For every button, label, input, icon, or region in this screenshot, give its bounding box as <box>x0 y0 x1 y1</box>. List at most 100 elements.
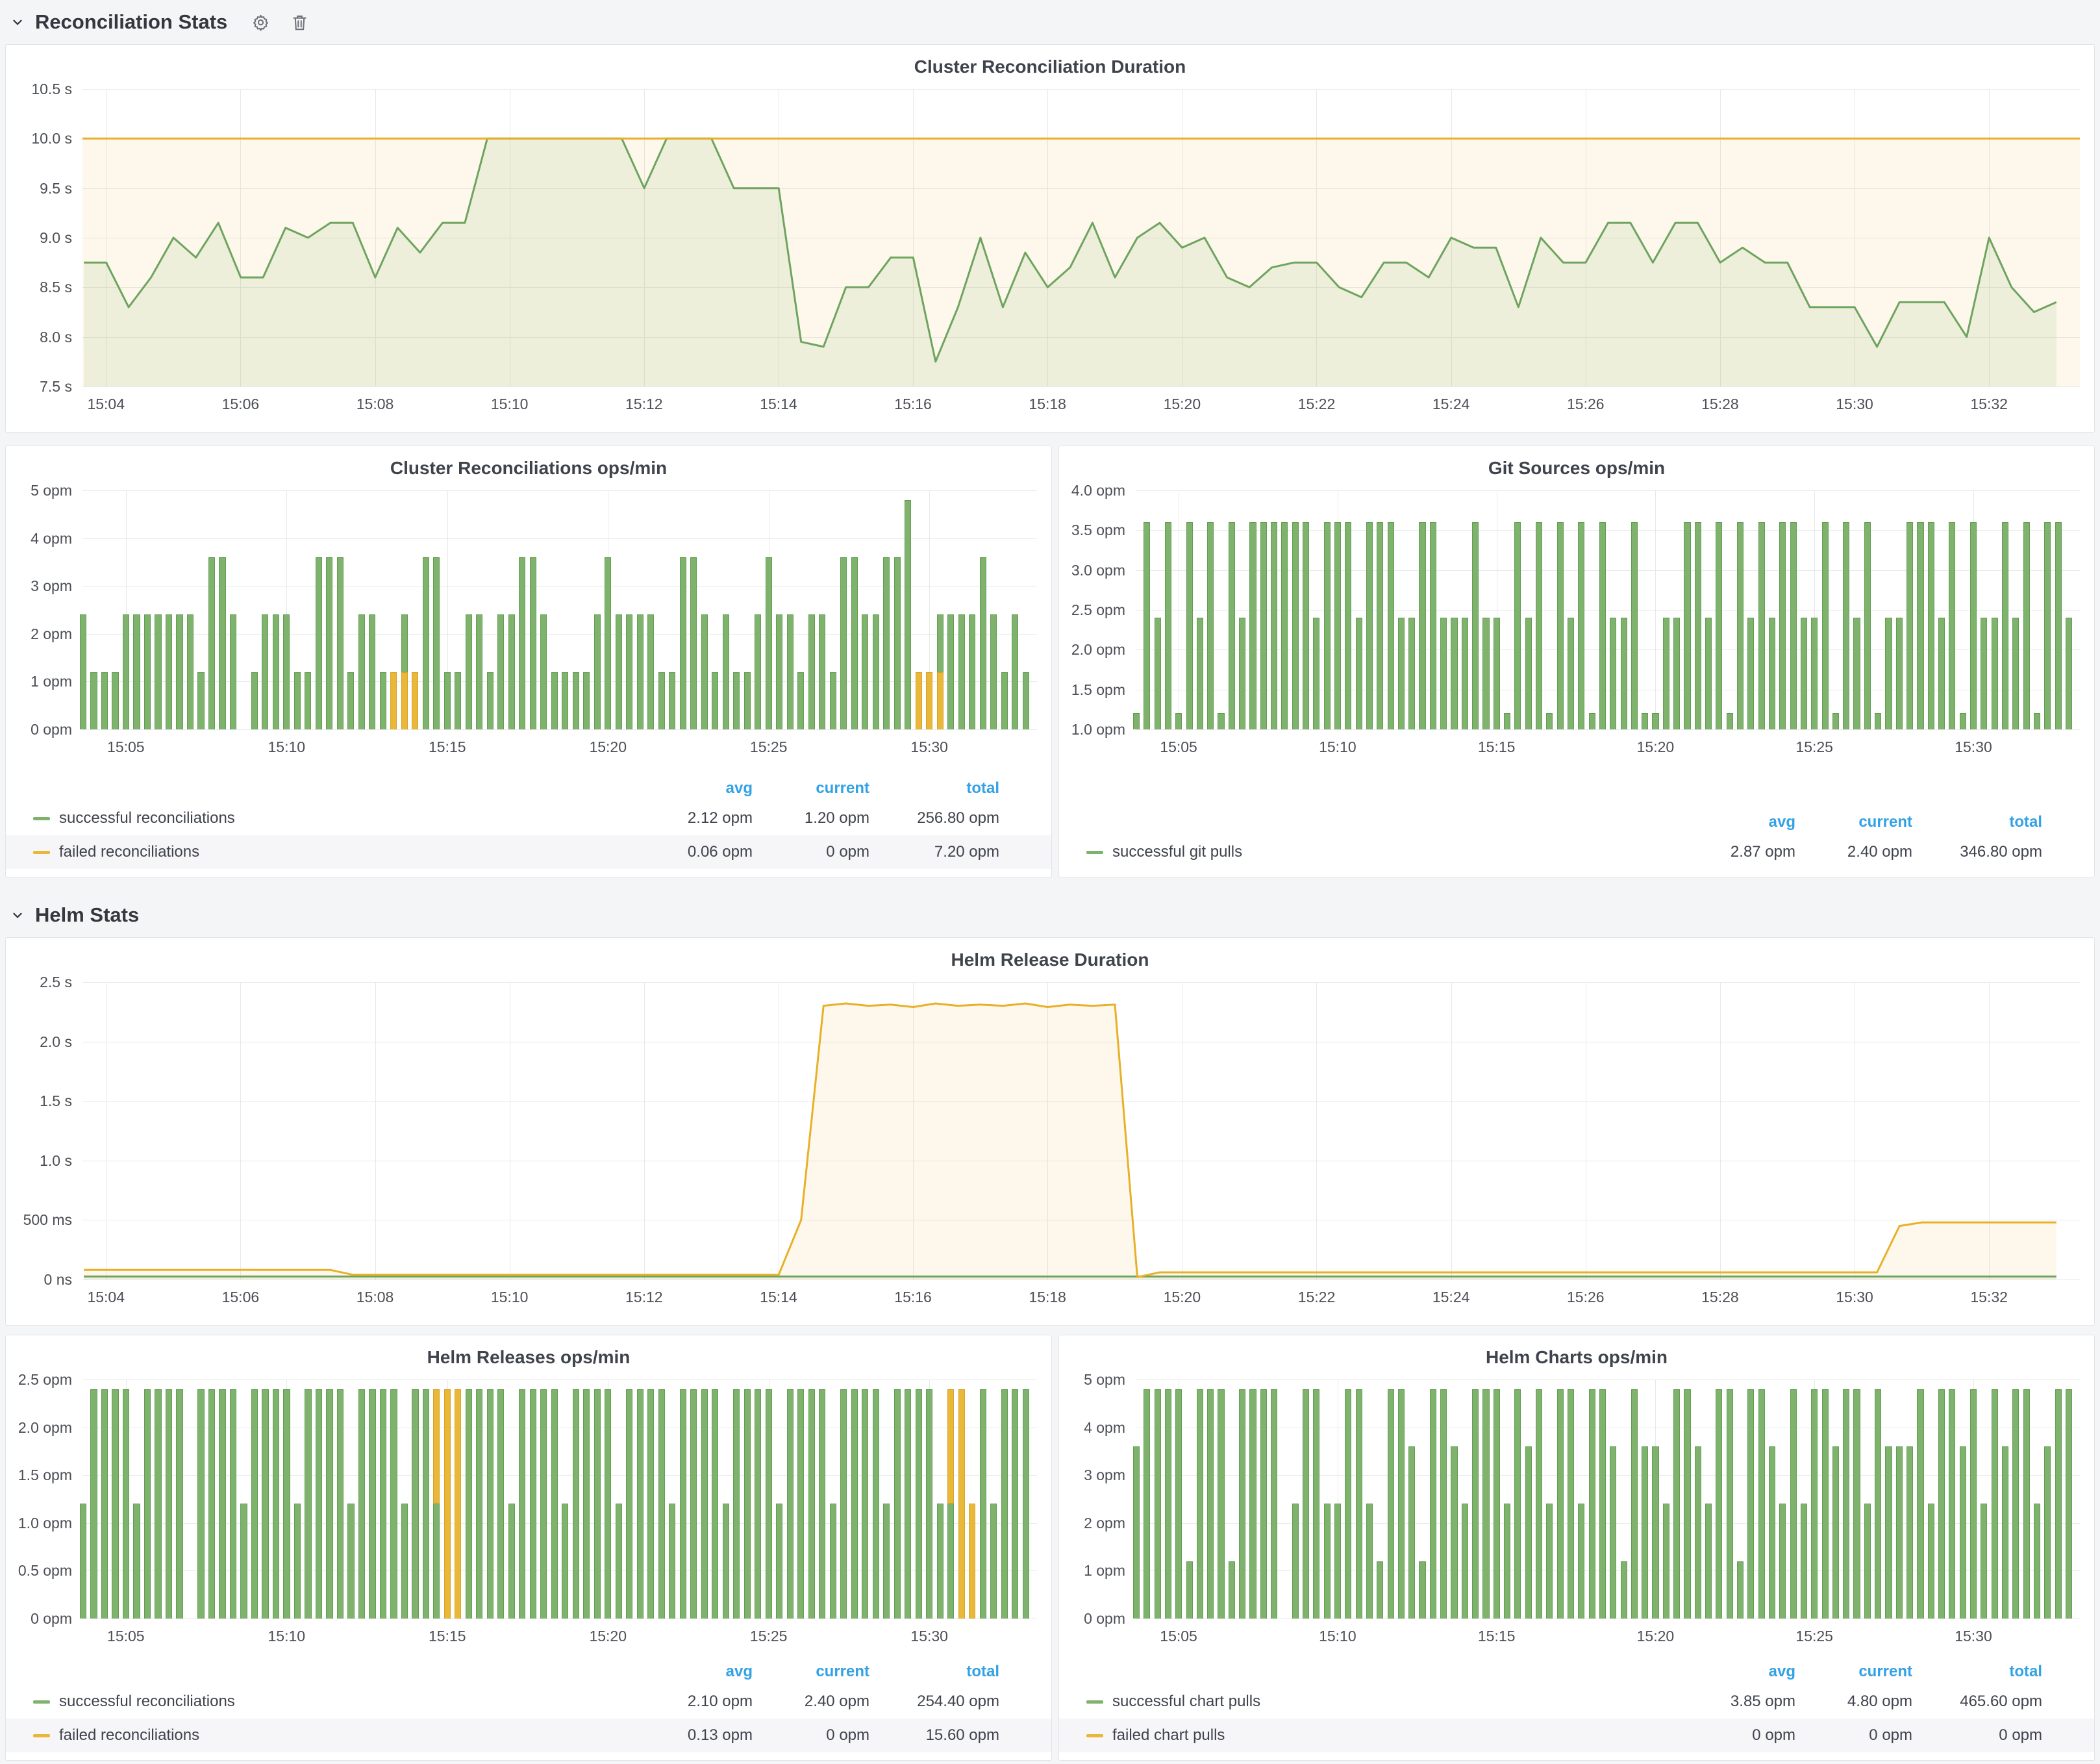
legend-label[interactable]: successful reconciliations <box>59 809 235 827</box>
bar-successful-chart-pulls <box>1356 1389 1362 1619</box>
legend-header-total[interactable]: total <box>1912 813 2042 831</box>
panel-cluster-reconciliation-duration: Cluster Reconciliation Duration 10.5 s10… <box>5 44 2095 433</box>
x-tick-label: 15:16 <box>868 1289 958 1306</box>
bar-successful-reconciliations <box>530 557 536 729</box>
legend-label[interactable]: successful git pulls <box>1112 843 1242 861</box>
bar-successful-chart-pulls <box>1970 1389 1977 1619</box>
bar-successful-reconciliations <box>894 1389 901 1619</box>
gear-icon[interactable] <box>252 14 269 31</box>
bar-successful-reconciliations <box>176 1389 182 1619</box>
bar-successful-chart-pulls <box>1313 1389 1319 1619</box>
bar-successful-git-pulls <box>1482 618 1489 729</box>
x-tick-label: 15:22 <box>1271 396 1362 413</box>
plot-area[interactable] <box>1136 1380 2080 1619</box>
bar-successful-git-pulls <box>1313 618 1319 729</box>
bar-successful-reconciliations <box>958 614 965 729</box>
plot-area[interactable] <box>1136 490 2080 729</box>
bar-successful-reconciliations <box>733 672 740 729</box>
legend-header-current[interactable]: current <box>1795 1663 1912 1681</box>
plot-area[interactable] <box>82 89 2080 386</box>
bar-failed-reconciliations <box>455 1389 461 1619</box>
legend-avg-value: 3.85 opm <box>1679 1693 1795 1711</box>
x-tick-label: 15:12 <box>599 396 690 413</box>
bar-failed-reconciliations <box>969 1504 975 1619</box>
bar-failed-reconciliations <box>947 1389 954 1504</box>
bar-successful-chart-pulls <box>1917 1389 1923 1619</box>
panel-title-cluster-reconciliations-opm[interactable]: Cluster Reconciliations ops/min <box>6 446 1051 483</box>
bar-successful-reconciliations <box>326 1389 332 1619</box>
bar-successful-chart-pulls <box>1260 1389 1267 1619</box>
panel-title-helm-charts-opm[interactable]: Helm Charts ops/min <box>1059 1335 2094 1372</box>
bar-successful-reconciliations <box>347 672 354 729</box>
bar-successful-git-pulls <box>1621 618 1627 729</box>
bar-successful-git-pulls <box>1303 522 1309 729</box>
bar-successful-chart-pulls <box>1536 1389 1542 1619</box>
bar-successful-chart-pulls <box>1472 1389 1479 1619</box>
bar-successful-chart-pulls <box>1578 1504 1584 1619</box>
panel-title-git-sources-opm[interactable]: Git Sources ops/min <box>1059 446 2094 483</box>
bar-successful-reconciliations <box>166 614 172 729</box>
legend-header-avg[interactable]: avg <box>1679 813 1795 831</box>
bar-successful-chart-pulls <box>1229 1561 1235 1619</box>
bar-successful-git-pulls <box>1779 522 1786 729</box>
plot-area[interactable] <box>82 982 2080 1279</box>
plot-area[interactable] <box>82 1380 1037 1619</box>
bar-successful-git-pulls <box>1133 713 1140 729</box>
bar-successful-git-pulls <box>1695 522 1701 729</box>
plot-area[interactable] <box>82 490 1037 729</box>
panel-title-cluster-reconciliation-duration[interactable]: Cluster Reconciliation Duration <box>6 45 2094 81</box>
bar-successful-git-pulls <box>1557 522 1564 729</box>
x-tick-label: 15:04 <box>60 1289 151 1306</box>
x-tick-label: 15:24 <box>1406 1289 1497 1306</box>
legend-header-avg[interactable]: avg <box>1679 1663 1795 1681</box>
bar-successful-reconciliations <box>766 557 772 729</box>
bar-successful-git-pulls <box>1716 522 1722 729</box>
bar-successful-chart-pulls <box>2012 1389 2019 1619</box>
legend-header-total[interactable]: total <box>869 779 999 798</box>
gridline <box>1136 729 2080 730</box>
legend-header-total[interactable]: total <box>1912 1663 2042 1681</box>
legend-label[interactable]: successful reconciliations <box>59 1693 235 1711</box>
chevron-down-icon <box>10 15 25 29</box>
panel-cluster-reconciliations-opm: Cluster Reconciliations ops/min 5 opm4 o… <box>5 446 1052 877</box>
bar-successful-git-pulls <box>1281 522 1288 729</box>
legend-label[interactable]: failed reconciliations <box>59 1726 199 1745</box>
bar-successful-reconciliations <box>873 614 879 729</box>
y-tick-label: 2.5 opm <box>6 1371 72 1388</box>
bar-successful-reconciliations <box>787 614 794 729</box>
bar-successful-chart-pulls <box>1568 1389 1574 1619</box>
x-tick-label: 15:22 <box>1271 1289 1362 1306</box>
legend-header-current[interactable]: current <box>753 1663 869 1681</box>
legend-row-failed-chart-pulls: failed chart pulls 0 opm 0 opm 0 opm <box>1059 1719 2094 1752</box>
legend-label[interactable]: failed chart pulls <box>1112 1726 1225 1745</box>
x-tick-label: 15:20 <box>1610 738 1701 756</box>
panel-title-helm-releases-opm[interactable]: Helm Releases ops/min <box>6 1335 1051 1372</box>
y-tick-label: 8.0 s <box>6 329 72 346</box>
bar-successful-reconciliations <box>240 1504 247 1619</box>
chart-helm-release-duration: 2.5 s2.0 s1.5 s1.0 s500 ms0 ns15:0415:06… <box>6 978 2094 1316</box>
legend-label[interactable]: failed reconciliations <box>59 843 199 861</box>
legend-header-avg[interactable]: avg <box>636 779 753 798</box>
bar-successful-reconciliations <box>840 1389 847 1619</box>
bar-successful-reconciliations <box>80 1504 86 1619</box>
legend-label[interactable]: successful chart pulls <box>1112 1693 1260 1711</box>
legend-header-avg[interactable]: avg <box>636 1663 753 1681</box>
bar-successful-git-pulls <box>1949 522 1955 729</box>
y-tick-label: 7.5 s <box>6 378 72 395</box>
y-tick-label: 1.5 opm <box>1059 681 1125 698</box>
legend-avg-value: 0.06 opm <box>636 843 753 861</box>
legend-header-total[interactable]: total <box>869 1663 999 1681</box>
legend-total-value: 7.20 opm <box>869 843 999 861</box>
bar-successful-reconciliations <box>412 1389 418 1619</box>
bar-successful-reconciliations <box>423 557 429 729</box>
panel-title-helm-release-duration[interactable]: Helm Release Duration <box>6 938 2094 974</box>
legend-header-current[interactable]: current <box>753 779 869 798</box>
section-header-helm-stats[interactable]: Helm Stats <box>0 893 2100 937</box>
bar-successful-reconciliations <box>980 557 986 729</box>
legend-header-current[interactable]: current <box>1795 813 1912 831</box>
trash-icon[interactable] <box>292 14 308 31</box>
bar-successful-git-pulls <box>1525 618 1532 729</box>
bar-successful-git-pulls <box>1472 522 1479 729</box>
bar-successful-reconciliations <box>947 614 954 729</box>
section-header-reconciliation-stats[interactable]: Reconciliation Stats <box>0 0 2100 44</box>
